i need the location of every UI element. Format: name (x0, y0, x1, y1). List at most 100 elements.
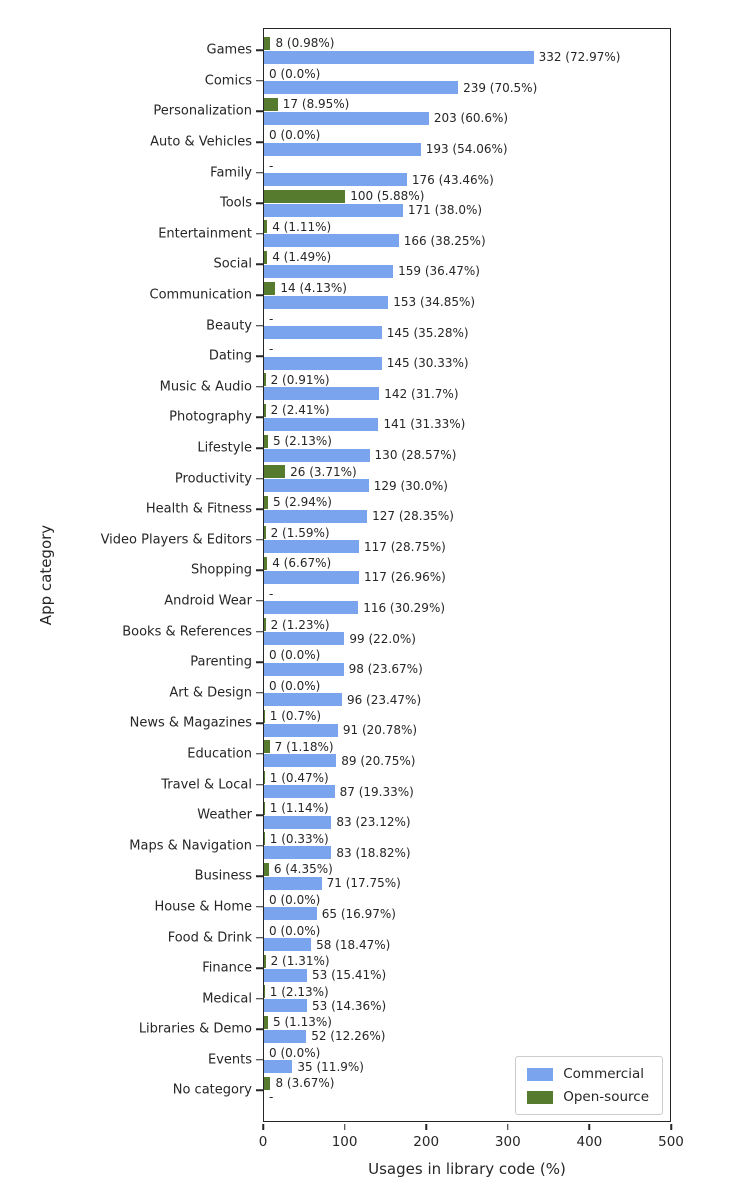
open-source-bar (264, 281, 276, 295)
bar-value-label: 0 (0.0%) (269, 923, 321, 938)
bar-line: 117 (28.75%) (264, 540, 670, 554)
bar-value-label: - (269, 311, 274, 326)
bar-value-label: 2 (1.31%) (270, 954, 330, 969)
category-label: Maps & Navigation (129, 838, 252, 854)
open-source-bar (264, 1015, 269, 1029)
bar-line: 83 (18.82%) (264, 845, 670, 860)
category-row: Family - 176 (43.46%) (210, 157, 670, 188)
bar-line: 5 (2.13%) (264, 434, 670, 448)
bar-line: 1 (2.13%) (264, 984, 670, 999)
bar-value-label: 83 (18.82%) (336, 845, 411, 860)
bar-line: 1 (1.14%) (264, 801, 670, 815)
y-tick-mark (256, 814, 263, 816)
commercial-bar (264, 968, 308, 982)
bar-line: 193 (54.06%) (264, 142, 670, 156)
open-source-bar (264, 740, 270, 754)
y-tick-mark (256, 447, 263, 449)
legend-entry-label: Open-source (563, 1089, 649, 1105)
category-row: Comics 0 (0.0%) 239 (70.5%) (205, 66, 670, 97)
y-tick-mark (256, 294, 263, 296)
bar-line: 171 (38.0%) (264, 203, 670, 217)
bar-line: 99 (22.0%) (264, 632, 670, 646)
bar-value-label: - (269, 158, 274, 173)
category-row: Lifestyle 5 (2.13%) 130 (28.57%) (197, 433, 670, 464)
bar-line: 2 (1.59%) (264, 526, 670, 540)
bar-line: 17 (8.95%) (264, 97, 670, 111)
category-label: Events (207, 1052, 252, 1068)
category-row: Auto & Vehicles 0 (0.0%) 193 (54.06%) (150, 127, 670, 158)
category-label: House & Home (154, 899, 252, 915)
y-tick-mark (256, 355, 263, 357)
bar-line: 52 (12.26%) (264, 1029, 670, 1043)
category-row: Art & Design 0 (0.0%) 96 (23.47%) (169, 677, 670, 708)
bar-line: 100 (5.88%) (264, 189, 670, 204)
bar-value-label: - (269, 342, 274, 357)
y-tick-mark (256, 967, 263, 969)
bar-value-label: 65 (16.97%) (321, 906, 396, 921)
commercial-bar (264, 846, 332, 860)
category-row: Education 7 (1.18%) 89 (20.75%) (187, 739, 670, 770)
category-row: Shopping 4 (6.67%) 117 (26.96%) (191, 555, 670, 586)
commercial-bar (264, 1029, 307, 1043)
plot-area: Games 8 (0.98%) 332 (72.97%) Comics 0 (0.0%)… (101, 28, 671, 1122)
bar-value-label: 1 (2.13%) (269, 984, 329, 999)
bar-value-label: 100 (5.88%) (350, 189, 425, 204)
open-source-bar (264, 771, 265, 785)
category-label: Education (187, 746, 252, 762)
open-source-bar (264, 250, 268, 264)
bar-line: 4 (6.67%) (264, 556, 670, 570)
bar-line: 0 (0.0%) (264, 924, 670, 937)
y-tick-mark (256, 783, 263, 786)
bar-line: 0 (0.0%) (264, 649, 670, 662)
legend-entry: Open-source (527, 1089, 649, 1105)
open-source-bar (264, 526, 266, 540)
open-source-swatch (527, 1090, 554, 1104)
commercial-bar (264, 111, 429, 125)
bar-line: 87 (19.33%) (264, 785, 670, 799)
category-label: Productivity (174, 471, 252, 487)
category-row: Video Players & Editors 2 (1.59%) 117 (28.… (101, 525, 670, 556)
bar-line: 35 (11.9%) (264, 1060, 670, 1074)
bar-line: - (264, 343, 670, 356)
bar-value-label: 4 (1.49%) (272, 250, 332, 265)
bar-line: 5 (1.13%) (264, 1015, 670, 1029)
bar-line: 83 (23.12%) (264, 815, 670, 829)
bar-line: 0 (0.0%) (264, 893, 670, 906)
category-label: Books & References (122, 624, 252, 640)
category-label: Personalization (153, 103, 252, 119)
open-source-bar (264, 97, 278, 111)
bar-line: - (264, 1091, 670, 1104)
bar-line: 159 (36.47%) (264, 264, 670, 278)
bar-line: 26 (3.71%) (264, 465, 670, 479)
commercial-bar (264, 173, 407, 187)
bar-value-label: 145 (35.28%) (386, 325, 469, 340)
commercial-bar (264, 601, 359, 615)
commercial-bar (264, 295, 389, 309)
category-label: Games (206, 42, 252, 58)
open-source-bar (264, 434, 269, 448)
y-tick-mark (256, 997, 263, 1000)
open-source-bar (264, 189, 346, 203)
y-tick-mark (256, 936, 263, 939)
bar-line: 1 (0.33%) (264, 832, 670, 846)
bar-line: 1 (0.47%) (264, 771, 670, 785)
category-label: Video Players & Editors (100, 532, 252, 548)
bar-value-label: 7 (1.18%) (274, 739, 334, 754)
bar-line: 98 (23.67%) (264, 662, 670, 676)
x-tick-label: 0 (258, 1134, 268, 1150)
bar-value-label: 332 (72.97%) (538, 50, 621, 65)
category-row: Weather 1 (1.14%) 83 (23.12%) (197, 800, 670, 831)
category-row: Events 0 (0.0%) 35 (11.9%) (208, 1045, 670, 1076)
commercial-bar (264, 326, 382, 340)
y-tick-mark (256, 1028, 263, 1031)
bar-line: 0 (0.0%) (264, 67, 670, 80)
bar-line: 14 (4.13%) (264, 281, 670, 295)
commercial-bar (264, 417, 379, 431)
bar-value-label: 0 (0.0%) (269, 128, 321, 143)
x-tick-mark (670, 1123, 672, 1130)
bar-line: 96 (23.47%) (264, 693, 670, 707)
commercial-bar (264, 234, 399, 248)
category-label: Business (194, 868, 252, 884)
commercial-bar (264, 264, 394, 278)
